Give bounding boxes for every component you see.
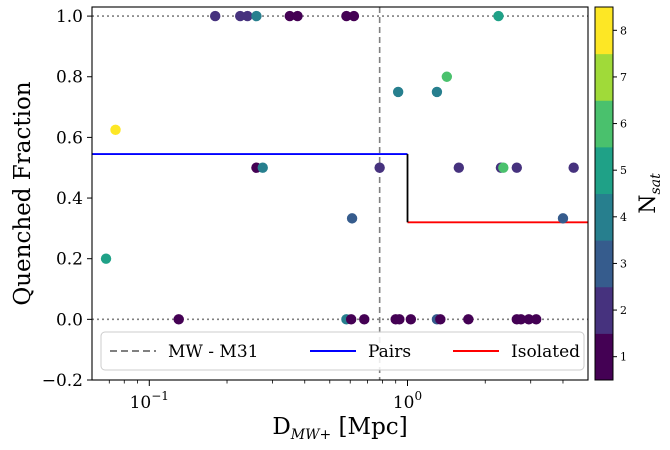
data-point (374, 162, 385, 173)
data-point (498, 162, 509, 173)
colorbar-segment (595, 146, 613, 194)
data-point (515, 314, 527, 325)
data-point (210, 10, 221, 22)
data-point (530, 314, 542, 325)
colorbar-segment (595, 193, 613, 241)
colorbar-tick-label: 5 (620, 164, 627, 177)
data-point (292, 10, 303, 22)
x-axis-title: DMW+ [Mpc] (272, 414, 407, 443)
y-tick-label: 0.6 (56, 128, 83, 148)
y-tick-label: 0.0 (56, 310, 83, 330)
data-point (405, 314, 417, 325)
data-point (431, 86, 443, 98)
data-point (359, 314, 370, 325)
data-point (441, 71, 453, 82)
colorbar-title: Nsat (636, 173, 664, 214)
data-point (394, 314, 405, 325)
data-point (173, 314, 184, 325)
data-point (453, 162, 465, 173)
data-point (435, 314, 446, 325)
x-tick-label: 100 (393, 389, 422, 413)
colorbar-segment (595, 286, 613, 334)
data-point (557, 213, 569, 224)
colorbar-segment (595, 53, 613, 101)
legend-label: MW - M31 (168, 342, 258, 362)
y-axis-title: Quenched Fraction (10, 81, 36, 305)
data-point (284, 10, 295, 22)
colorbar: 1 2 3 4 5 6 7 8 Nsat (594, 6, 664, 381)
colorbar-tick-label: 7 (620, 71, 627, 84)
legend-label: Isolated (511, 342, 580, 362)
colorbar-segment (595, 100, 613, 148)
y-tick-label: 0.8 (56, 68, 83, 88)
data-point (242, 10, 253, 22)
axes-frame (91, 6, 589, 381)
data-point (348, 10, 360, 22)
data-point (511, 162, 523, 173)
data-point (251, 10, 262, 22)
legend: MW - M31 Pairs Isolated (100, 331, 585, 371)
data-point (235, 10, 246, 22)
colorbar-tick-label: 1 (620, 351, 627, 364)
data-point (345, 314, 357, 325)
colorbar-segment (595, 333, 613, 381)
colorbar-tick-label: 8 (620, 24, 627, 37)
colorbar-tick-label: 6 (620, 118, 627, 131)
legend-label: Pairs (368, 342, 411, 362)
colorbar-tick-label: 4 (620, 211, 627, 224)
colorbar-tick-label: 3 (620, 257, 627, 270)
data-point (110, 124, 121, 136)
y-tick-label: 1.0 (56, 7, 83, 27)
y-tick-label: 0.4 (56, 189, 83, 209)
data-point (346, 213, 358, 224)
colorbar-segment (595, 7, 613, 55)
data-point (100, 253, 112, 264)
x-tick-label: 10−1 (130, 389, 169, 413)
data-point (257, 162, 268, 173)
y-tick-label: 0.2 (56, 250, 83, 270)
colorbar-tick-label: 2 (620, 304, 627, 317)
data-point (392, 86, 404, 98)
data-point (523, 314, 535, 325)
data-point (463, 314, 474, 325)
colorbar-frame (594, 6, 614, 381)
data-point (493, 10, 504, 22)
data-point (341, 10, 352, 22)
y-tick-label: −0.2 (42, 371, 83, 391)
data-point (568, 162, 579, 173)
colorbar-segment (595, 240, 613, 288)
